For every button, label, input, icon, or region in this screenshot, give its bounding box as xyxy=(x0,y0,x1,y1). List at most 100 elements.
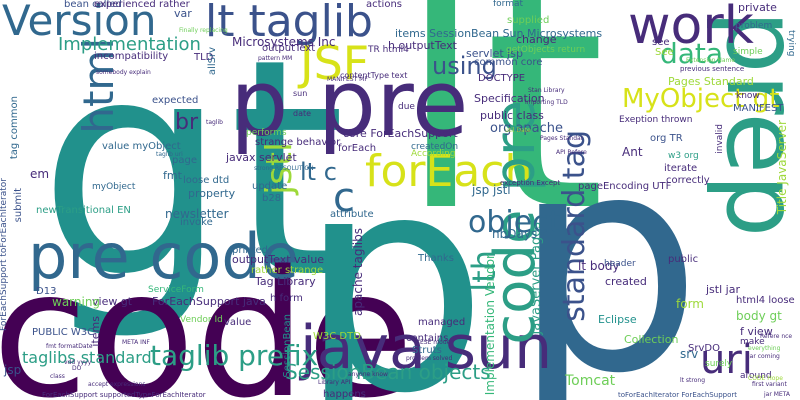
cloud-word-srv: srv xyxy=(680,347,699,361)
cloud-word-myobject: myObject xyxy=(92,182,136,192)
cloud-word-uri: uri xyxy=(700,337,753,383)
cloud-word-w3-org: w3 org xyxy=(668,151,699,161)
cloud-word-sessionbean-objects: SessionBean objects xyxy=(285,360,491,384)
cloud-word-api-refere: API Refere xyxy=(556,149,587,156)
cloud-word-em: em xyxy=(30,167,50,181)
cloud-word-problem: problem xyxy=(735,21,773,31)
cloud-word-lt-body: lt body xyxy=(578,259,620,273)
cloud-word-org-apache: org apache xyxy=(490,121,564,136)
cloud-word-around: around xyxy=(740,371,772,381)
cloud-word-public-w3c: PUBLIC W3C xyxy=(32,327,95,338)
cloud-word-somebody-explain: somebody explain xyxy=(96,69,151,76)
cloud-word-lt-c: lt c xyxy=(300,158,337,186)
cloud-word-apache-taglibs: apache taglibs xyxy=(351,228,365,316)
cloud-word-title-javaserver: Title JavaServer xyxy=(775,120,789,215)
cloud-word-contains: contains xyxy=(406,333,449,344)
cloud-word-doctype: DOCTYPE xyxy=(478,73,526,84)
cloud-word-pageencoding-utf: pageEncoding UTF xyxy=(578,181,672,192)
cloud-word-var: var xyxy=(174,7,192,20)
cloud-word-srvdo: SrvDO xyxy=(688,343,720,354)
cloud-word-implementation: Implementation xyxy=(58,34,201,55)
cloud-word-header: header xyxy=(604,259,636,269)
cloud-word-taglib-uri: taglib uri xyxy=(156,151,183,158)
cloud-word-form: form xyxy=(676,297,704,311)
cloud-word-jar-coming: jar coming xyxy=(748,353,780,360)
cloud-word-expected: expected xyxy=(152,95,199,106)
cloud-word-anyone-know: anyone know xyxy=(348,371,388,378)
cloud-word-incompatibility: incompatibility xyxy=(94,51,169,62)
cloud-word-surely: surely xyxy=(705,359,733,369)
cloud-word-first-variant: first variant xyxy=(752,381,787,388)
cloud-word-lt-strong: lt strong xyxy=(680,377,706,384)
cloud-word-make: make xyxy=(740,337,765,347)
cloud-word-b28: b28 xyxy=(262,193,282,204)
cloud-word-tr-html4: TR html4 xyxy=(368,45,409,55)
cloud-word-created: created xyxy=(605,275,647,288)
cloud-word-org-tr: org TR xyxy=(650,133,683,144)
cloud-word-see-cap: See xyxy=(655,47,674,58)
cloud-word-foreachsupport-java: ForEachSupport java xyxy=(152,295,266,308)
cloud-word-fmt-formatdate: fmt formatDate xyxy=(46,343,93,350)
cloud-word-w3c-dtd: W3C DTD xyxy=(313,331,361,342)
cloud-word-p-2: p xyxy=(512,90,703,400)
cloud-word-library-api: Library API xyxy=(318,379,351,386)
cloud-word-performs: performs xyxy=(246,128,287,138)
cloud-word-taglibs-standard: taglibs standard xyxy=(22,348,152,367)
cloud-word-change: change xyxy=(516,33,557,46)
cloud-word-javax-servlet: javax servlet xyxy=(226,151,297,164)
cloud-word-importing-tld: Importing TLD xyxy=(525,99,568,106)
cloud-word-trying: trying xyxy=(786,30,796,57)
cloud-word-getobjects-return: getObjects return xyxy=(506,45,586,55)
cloud-word-private: private xyxy=(738,1,777,14)
cloud-word-public-class: public class xyxy=(480,109,544,122)
cloud-word-printed: printed xyxy=(232,245,268,256)
cloud-word-finally-replacing: Finally replacing xyxy=(179,27,228,34)
cloud-word-core-foreachsupport: core ForEachSupport xyxy=(343,127,458,140)
cloud-word-simple: simple xyxy=(733,47,763,57)
cloud-word-items-sessionbean: items SessionBean Sun Microsystems xyxy=(395,27,603,40)
cloud-word-eclipse: Eclipse xyxy=(598,313,637,326)
cloud-word-know: know xyxy=(736,91,760,101)
cloud-word-h-form: h form xyxy=(270,293,303,304)
cloud-word-serviceform: ServiceForm xyxy=(148,285,204,295)
cloud-word-newsletter: newsletter xyxy=(165,207,229,221)
cloud-word-body-gt: body gt xyxy=(736,309,782,323)
cloud-word-common-core: common core xyxy=(474,57,543,68)
cloud-word-object: object xyxy=(468,205,561,240)
cloud-word-collection: Collection xyxy=(624,333,679,346)
cloud-word-refere-nce: Refere nce xyxy=(760,333,793,340)
cloud-word-util-date: util Date xyxy=(505,127,531,134)
cloud-word-lt: lt xyxy=(398,0,606,280)
cloud-word-according: According xyxy=(411,149,456,159)
cloud-word-code-hope: CODE Hope xyxy=(748,375,783,382)
cloud-word-pages-standar: Pages Standar xyxy=(540,135,584,142)
cloud-word-outputtext-value: outputText value xyxy=(232,253,325,266)
cloud-word-br: br xyxy=(175,110,199,135)
cloud-word-invalid: invalid xyxy=(715,124,725,154)
cloud-word-meta-inf: META INF xyxy=(122,339,150,346)
cloud-word-tomcat: Tomcat xyxy=(565,373,616,389)
cloud-word-page: page xyxy=(172,155,197,166)
cloud-word-foreach-large: forEach xyxy=(365,146,533,197)
cloud-word-iterate: iterate xyxy=(664,163,698,174)
cloud-word-property: property xyxy=(188,187,236,200)
cloud-word-struts: Struts xyxy=(412,345,442,356)
cloud-word-previous-sentence: previous sentence xyxy=(680,65,745,73)
cloud-word-sessionbean: SessionBean xyxy=(282,314,293,378)
cloud-word-d13: D13 xyxy=(36,286,57,297)
cloud-word-jsp: jsp xyxy=(4,363,22,377)
cloud-word-pre-code: pre code xyxy=(28,220,299,293)
cloud-word-value: value xyxy=(224,317,252,328)
cloud-word-taglib: taglib xyxy=(206,119,223,126)
cloud-word-allsrv: allSrv xyxy=(207,47,218,76)
cloud-word-f-view: f view xyxy=(740,325,773,338)
cloud-word-manifest-mf: MANIFEST MF xyxy=(327,76,368,83)
cloud-word-p-pre: p pre xyxy=(230,50,469,157)
cloud-word-vendor-id: Vendor Id xyxy=(180,315,223,325)
cloud-word-warning: warning xyxy=(52,295,101,309)
cloud-word-tag-library: Tag Library xyxy=(255,275,316,288)
cloud-word-attribute: attribute xyxy=(330,209,374,220)
cloud-word-format: format xyxy=(493,0,524,9)
cloud-word-fmt: fmt xyxy=(163,169,182,182)
